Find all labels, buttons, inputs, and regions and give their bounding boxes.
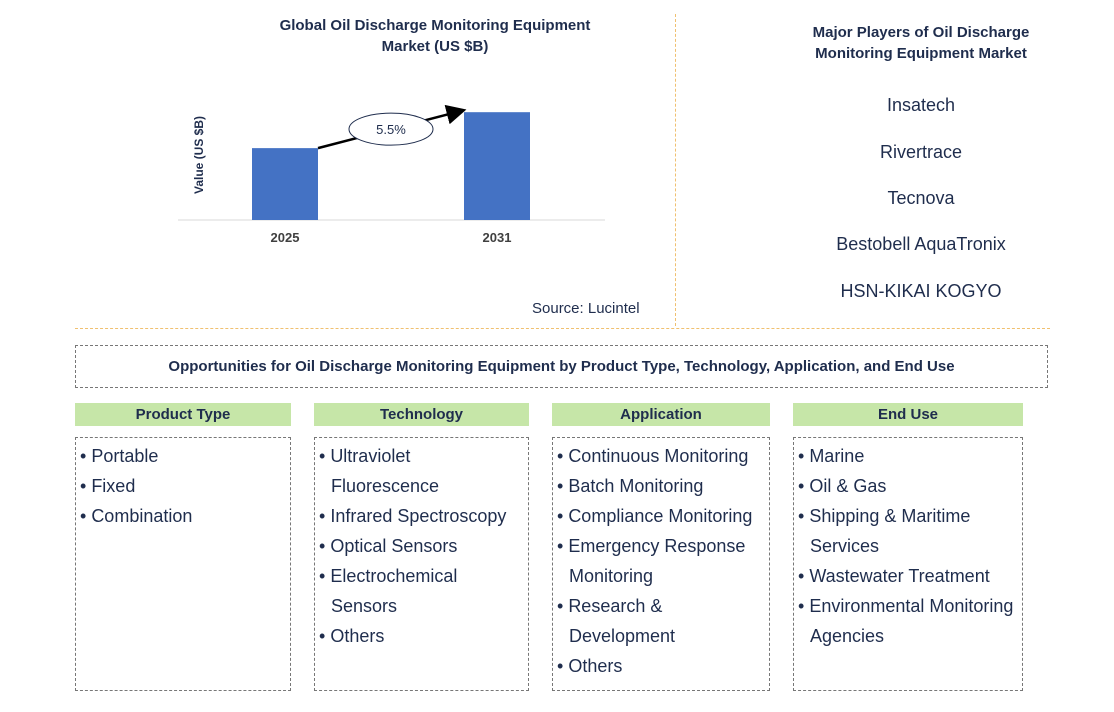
list-item: Shipping & Maritime Services: [798, 501, 1000, 561]
opportunities-title-box: Opportunities for Oil Discharge Monitori…: [75, 345, 1048, 388]
list-item: Electrochemical Sensors: [319, 561, 501, 621]
player-item: Bestobell AquaTronix: [836, 234, 1006, 254]
opportunities-title: Opportunities for Oil Discharge Monitori…: [168, 358, 955, 375]
list-item: Fixed: [80, 471, 290, 501]
cagr-ellipse: [348, 112, 434, 146]
horizontal-divider: [75, 328, 1050, 329]
players-title: Major Players of Oil Discharge Monitorin…: [812, 24, 1030, 62]
list-item: Combination: [80, 501, 290, 531]
list-item: Others: [319, 621, 528, 651]
list-item: Oil & Gas: [798, 471, 1022, 501]
player-item: Tecnova: [887, 188, 955, 208]
list-item: Compliance Monitoring: [557, 501, 769, 531]
list-item: Batch Monitoring: [557, 471, 769, 501]
category-header-application: Application: [552, 403, 770, 426]
list-item: Portable: [80, 441, 290, 471]
bar-2025: [252, 148, 318, 220]
list-item: Optical Sensors: [319, 531, 528, 561]
player-item: Insatech: [886, 95, 956, 115]
list-item: Others: [557, 651, 769, 681]
list-item: Marine: [798, 441, 1022, 471]
list-item: Wastewater Treatment: [798, 561, 1022, 591]
bar-2031: [464, 112, 530, 220]
list-item: Continuous Monitoring: [557, 441, 769, 471]
category-header-product-type: Product Type: [75, 403, 291, 426]
y-axis-label: Value (US $B): [192, 116, 206, 194]
bar-chart: Value (US $B) 2025 2031 5.5%: [178, 104, 605, 245]
player-item: HSN-KIKAI KOGYO: [840, 281, 1002, 301]
source-label: Source: Lucintel: [532, 300, 640, 317]
chart-title-line1: Global Oil Discharge Monitoring Equipmen…: [279, 17, 591, 34]
list-item: Research & Development: [557, 591, 699, 651]
vertical-divider: [675, 14, 676, 326]
chart-title: Global Oil Discharge Monitoring Equipmen…: [240, 15, 630, 57]
x-tick-label: 2025: [271, 230, 300, 245]
list-item: Emergency Response Monitoring: [557, 531, 769, 591]
x-tick-label: 2031: [483, 230, 512, 245]
category-box-application: Continuous Monitoring Batch Monitoring C…: [552, 437, 770, 691]
category-box-end-use: Marine Oil & Gas Shipping & Maritime Ser…: [793, 437, 1023, 691]
category-box-technology: Ultraviolet Fluorescence Infrared Spectr…: [314, 437, 529, 691]
category-header-end-use: End Use: [793, 403, 1023, 426]
category-header-technology: Technology: [314, 403, 529, 426]
category-box-product-type: Portable Fixed Combination: [75, 437, 291, 691]
list-item: Infrared Spectroscopy: [319, 501, 528, 531]
list-item: Ultraviolet Fluorescence: [319, 441, 501, 501]
player-item: Rivertrace: [879, 142, 963, 162]
chart-title-line2: Market (US $B): [381, 38, 489, 55]
list-item: Environmental Monitoring Agencies: [798, 591, 1035, 651]
cagr-label: 5.5%: [376, 122, 406, 137]
